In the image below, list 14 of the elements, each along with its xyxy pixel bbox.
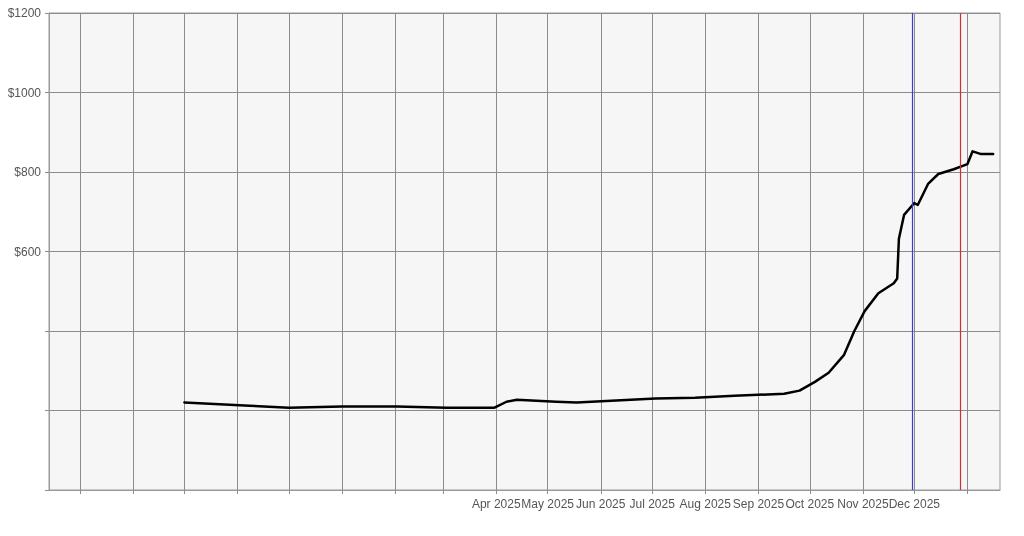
x-tick-label: Aug 2025 bbox=[679, 497, 732, 511]
y-tick-label: $1200 bbox=[7, 6, 42, 20]
y-tick-label: $600 bbox=[14, 244, 42, 259]
x-tick-label: Jun 2025 bbox=[576, 497, 626, 511]
x-tick-label: Sep 2025 bbox=[732, 497, 785, 511]
y-tick-label: $800 bbox=[14, 165, 42, 179]
line-series bbox=[183, 150, 995, 409]
x-tick-label: Dec 2025 bbox=[888, 497, 941, 511]
y-tick-label: $1000 bbox=[7, 85, 42, 100]
x-tick-label: May 2025 bbox=[521, 497, 575, 511]
x-tick-label: Jul 2025 bbox=[629, 497, 676, 511]
x-tick-label: Oct 2025 bbox=[785, 497, 835, 511]
x-tick-label: Apr 2025 bbox=[471, 497, 521, 511]
x-tick-label: Nov 2025 bbox=[837, 497, 889, 511]
